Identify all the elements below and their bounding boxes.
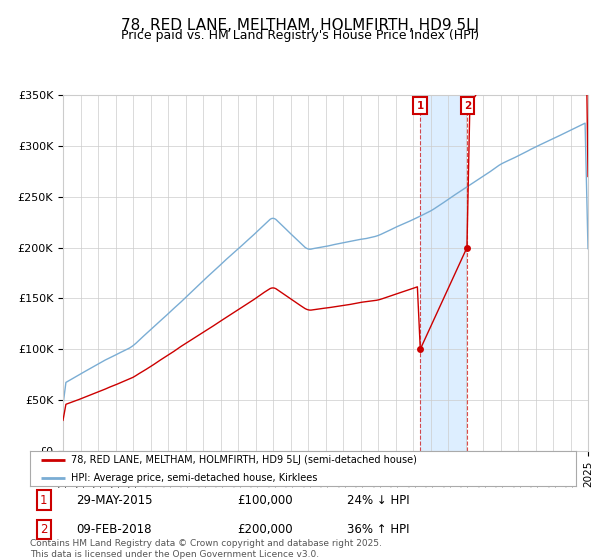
Text: Contains HM Land Registry data © Crown copyright and database right 2025.
This d: Contains HM Land Registry data © Crown c… (30, 539, 382, 559)
Text: Price paid vs. HM Land Registry's House Price Index (HPI): Price paid vs. HM Land Registry's House … (121, 29, 479, 42)
Text: 09-FEB-2018: 09-FEB-2018 (76, 523, 152, 536)
Text: 2: 2 (40, 523, 47, 536)
Text: 24% ↓ HPI: 24% ↓ HPI (347, 493, 409, 507)
Text: £200,000: £200,000 (238, 523, 293, 536)
Text: HPI: Average price, semi-detached house, Kirklees: HPI: Average price, semi-detached house,… (71, 473, 317, 483)
Bar (420, 95, 467, 451)
Text: 78, RED LANE, MELTHAM, HOLMFIRTH, HD9 5LJ: 78, RED LANE, MELTHAM, HOLMFIRTH, HD9 5L… (121, 18, 479, 34)
Text: 1: 1 (40, 493, 47, 507)
Text: 29-MAY-2015: 29-MAY-2015 (76, 493, 153, 507)
Text: 36% ↑ HPI: 36% ↑ HPI (347, 523, 409, 536)
Text: 1: 1 (416, 101, 424, 110)
Text: 78, RED LANE, MELTHAM, HOLMFIRTH, HD9 5LJ (semi-detached house): 78, RED LANE, MELTHAM, HOLMFIRTH, HD9 5L… (71, 455, 417, 465)
Text: 2: 2 (464, 101, 471, 110)
Text: £100,000: £100,000 (238, 493, 293, 507)
